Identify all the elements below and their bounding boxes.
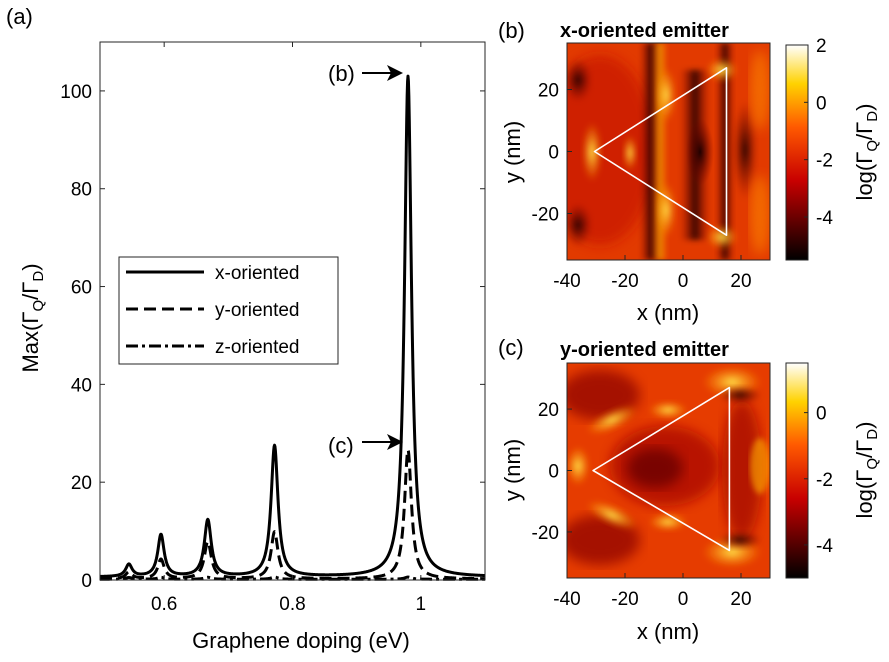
panel-a: (a) 0.6 0.8 1 0 20 40 60 80 100 Graphene doping … xyxy=(6,4,487,653)
y-tick-label-a: 40 xyxy=(71,375,92,396)
panel-c-title: y-oriented emitter xyxy=(560,339,729,361)
x-tick-label: 0 xyxy=(678,589,689,610)
panel-label-c: (c) xyxy=(498,335,524,360)
x-tick-label-a: 0.8 xyxy=(279,594,305,615)
x-tick-label: -20 xyxy=(611,271,638,292)
colorbar-c-ticks: -4 -2 0 xyxy=(804,404,833,557)
y-tick-label-a: 20 xyxy=(71,473,92,494)
y-tick-label-a: 100 xyxy=(60,82,92,103)
legend-label-x: x-oriented xyxy=(215,263,300,284)
annotation-c-label: (c) xyxy=(328,433,354,458)
annotation-b-label: (b) xyxy=(328,61,355,86)
colorbar-b-ticks: -4 -2 0 2 xyxy=(804,36,833,229)
y-tick-label-a: 0 xyxy=(81,571,92,592)
y-axis-label-c: y (nm) xyxy=(500,439,525,501)
x-tick-label: 20 xyxy=(730,271,751,292)
y-axis-label-a: Max(ΓQ/ΓD) xyxy=(18,263,47,372)
panel-label-a: (a) xyxy=(6,4,33,29)
colorbar-tick-label: -2 xyxy=(816,151,833,172)
colorbar-tick-label: -2 xyxy=(816,470,833,491)
y-axis-label-b: y (nm) xyxy=(500,121,525,183)
legend: x-oriented y-oriented z-oriented xyxy=(118,256,339,365)
colorbar-tick-label: -4 xyxy=(816,208,833,229)
heatmap-c xyxy=(567,363,770,578)
colorbar-tick-label: 0 xyxy=(816,93,827,114)
y-tick-label: 0 xyxy=(548,462,559,483)
annotation-b: (b) xyxy=(328,61,403,86)
panel-b-axes: -40 -20 0 20 -20 0 20 xyxy=(532,81,752,293)
heatmap-b xyxy=(567,43,770,260)
annotation-c-arrowhead xyxy=(387,434,403,450)
colorbar-tick-label: 0 xyxy=(816,404,827,425)
series-line-x-oriented xyxy=(98,74,487,578)
x-axis-label-a: Graphene doping (eV) xyxy=(192,628,410,653)
colorbar-b xyxy=(785,44,809,261)
y-tick-label: 20 xyxy=(538,400,559,421)
panel-label-b: (b) xyxy=(498,18,525,43)
panel-c-axes: -40 -20 0 20 -20 0 20 xyxy=(532,400,752,610)
annotation-c: (c) xyxy=(328,433,403,458)
x-axis-label-c: x (nm) xyxy=(637,619,699,644)
y-tick-label: 0 xyxy=(548,143,559,164)
x-tick-label-a: 0.6 xyxy=(151,594,177,615)
triangle-outline-c xyxy=(592,386,731,552)
x-tick-label: 20 xyxy=(730,589,751,610)
legend-label-z: z-oriented xyxy=(215,337,300,358)
panel-b-title: x-oriented emitter xyxy=(560,20,729,42)
triangle-outline-b xyxy=(593,67,728,236)
y-tick-label: -20 xyxy=(532,523,559,544)
colorbar-tick-label: 2 xyxy=(816,36,827,57)
colorbar-label-b: log(ΓQ/ΓD) xyxy=(852,104,881,201)
legend-label-y: y-oriented xyxy=(215,300,300,321)
x-axis-label-b: x (nm) xyxy=(637,300,699,325)
colorbar-c xyxy=(785,362,809,579)
x-tick-label: -40 xyxy=(553,271,580,292)
y-tick-label: -20 xyxy=(532,205,559,226)
colorbar-label-c: log(ΓQ/ΓD) xyxy=(852,422,881,519)
x-tick-label: 0 xyxy=(678,271,689,292)
annotation-b-arrowhead xyxy=(387,65,403,81)
x-tick-label-a: 1 xyxy=(416,594,427,615)
y-tick-label: 20 xyxy=(538,81,559,102)
y-tick-label-a: 80 xyxy=(71,180,92,201)
x-tick-label: -20 xyxy=(611,589,638,610)
y-tick-label-a: 60 xyxy=(71,278,92,299)
colorbar-tick-label: -4 xyxy=(816,536,833,557)
x-tick-label: -40 xyxy=(553,589,580,610)
